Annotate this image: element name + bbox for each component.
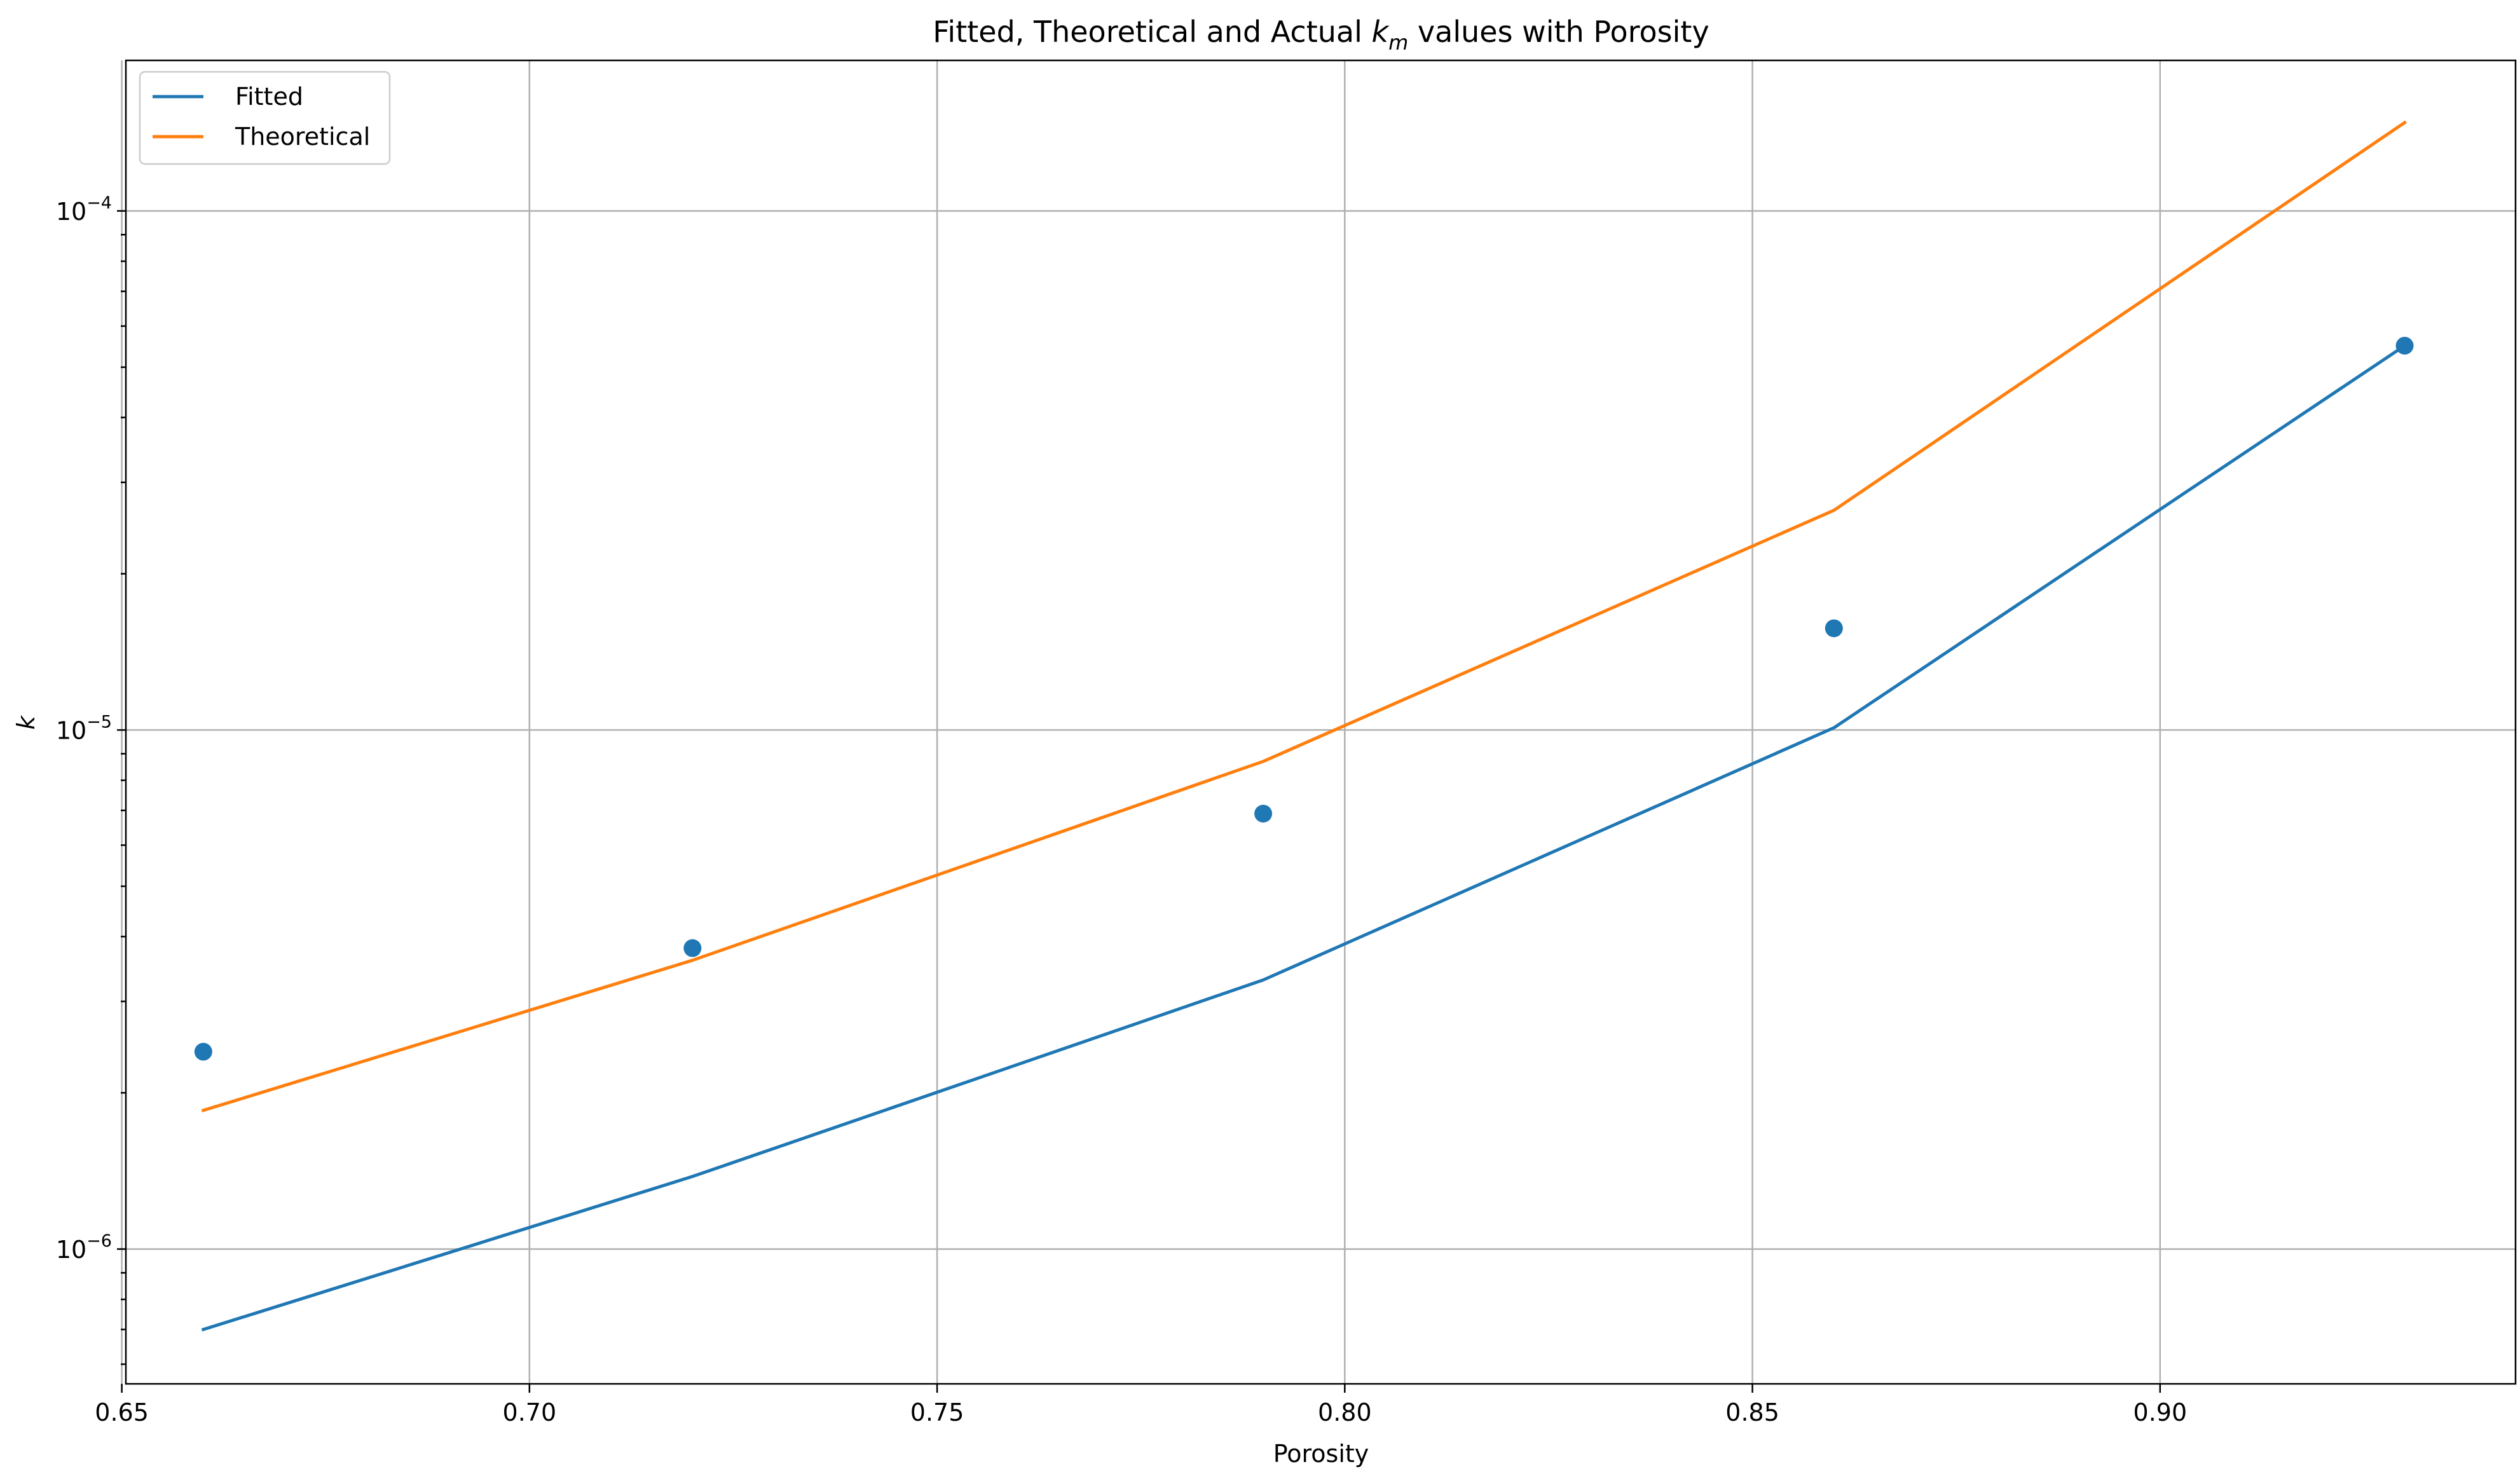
legend-label-theoretical: Theoretical — [235, 123, 370, 151]
actual-data-point — [194, 1042, 212, 1061]
y-axis-label: k — [12, 714, 40, 730]
x-tick-label: 0.70 — [503, 1398, 557, 1426]
grid — [121, 60, 2516, 1384]
x-tick-label: 0.85 — [1725, 1398, 1779, 1426]
actual-data-point — [1254, 805, 1273, 823]
x-axis-label: Porosity — [1273, 1440, 1369, 1468]
legend-label-fitted: Fitted — [235, 83, 303, 111]
x-tick-label: 0.65 — [95, 1398, 149, 1426]
axis-ticks: 0.65 0.70 0.75 0.80 0.85 0.90 10−6 10−5 10−4 — [56, 193, 2187, 1426]
legend: Fitted Theoretical — [139, 71, 391, 165]
plot-area — [126, 60, 2516, 1384]
legend-box — [139, 71, 391, 165]
y-tick-label: 10−5 — [56, 712, 112, 744]
theoretical-line — [201, 120, 2407, 1112]
actual-data-point — [1825, 619, 1843, 638]
series-layer — [194, 120, 2414, 1332]
y-tick-label: 10−6 — [56, 1231, 112, 1264]
y-tick-label: 10−4 — [56, 193, 112, 226]
actual-data-point — [683, 939, 702, 957]
plot-frame — [125, 59, 2517, 1385]
x-tick-label: 0.80 — [1318, 1398, 1372, 1426]
fitted-line — [201, 343, 2407, 1332]
x-tick-label: 0.90 — [2133, 1398, 2188, 1426]
actual-data-point — [2395, 336, 2414, 355]
x-tick-label: 0.75 — [910, 1398, 964, 1426]
chart-title: Fitted, Theoretical and Actual km values… — [933, 15, 1709, 55]
